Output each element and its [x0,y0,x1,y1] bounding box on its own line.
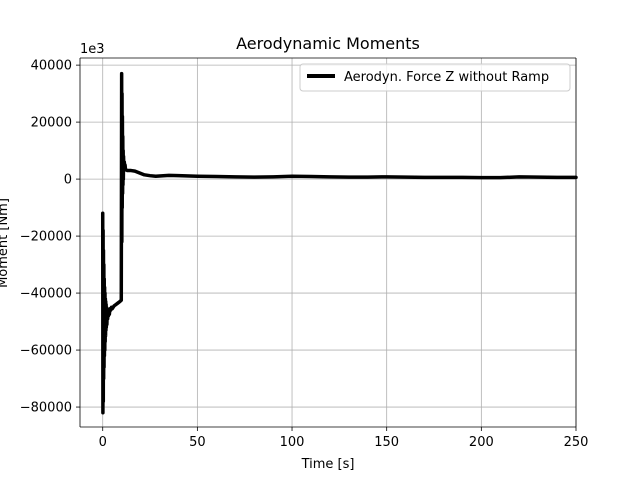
x-tick-label: 50 [189,435,206,450]
x-tick-label: 0 [99,435,107,450]
legend-label: Aerodyn. Force Z without Ramp [344,70,549,85]
series-line [100,71,578,415]
ticks-layer: 0 50 100 150 200 250 −80000 −60000 −40000 −20000 0… [20,59,589,450]
y-tick-label: −80000 [20,401,72,416]
y-axis-offset-text: 1e3 [80,42,105,57]
y-tick-label: 20000 [31,116,72,131]
grid-layer [80,58,577,427]
x-tick-label: 200 [469,435,494,450]
y-tick-label: 0 [64,173,72,188]
chart-title: Aerodynamic Moments [236,34,420,53]
y-tick-label: −60000 [20,344,72,359]
x-tick-label: 100 [280,435,305,450]
x-tick-label: 250 [564,435,589,450]
x-axis-label: Time [s] [301,457,355,472]
series-layer [100,71,578,415]
legend: Aerodyn. Force Z without Ramp [299,63,571,92]
y-tick-label: 40000 [31,59,72,74]
y-tick-label: −20000 [20,230,72,245]
y-tick-label: −40000 [20,287,72,302]
legend-box [299,63,571,92]
y-axis-label: Moment [Nm] [0,198,11,288]
axes-layer [79,57,577,428]
x-tick-label: 150 [374,435,399,450]
